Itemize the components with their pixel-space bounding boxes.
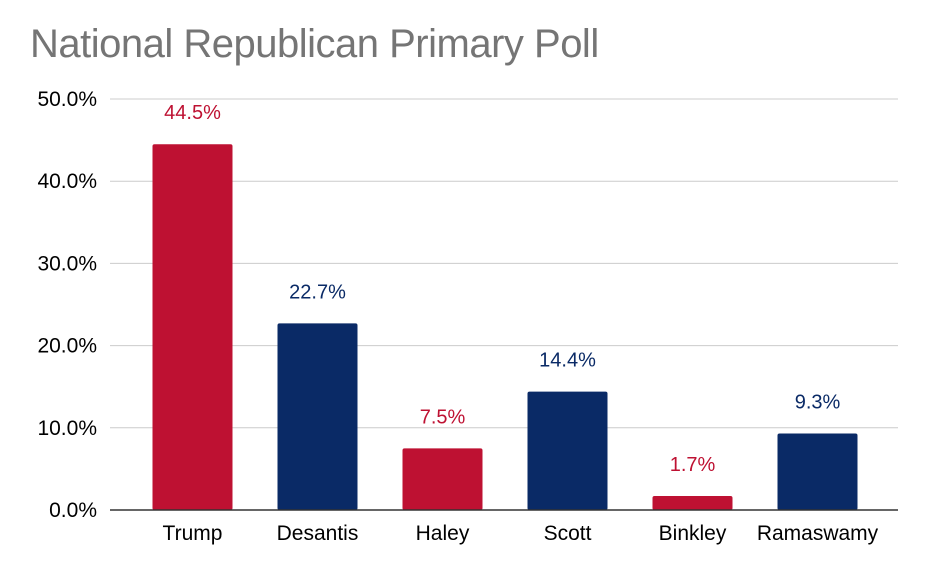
data-label-trump: 44.5% bbox=[164, 102, 221, 124]
bar-binkley bbox=[652, 496, 733, 510]
x-tick-label-trump: Trump bbox=[163, 522, 223, 545]
data-label-scott: 14.4% bbox=[539, 350, 596, 372]
bar-ramaswamy bbox=[777, 433, 858, 510]
data-label-desantis: 22.7% bbox=[289, 281, 346, 303]
data-label-ramaswamy: 9.3% bbox=[795, 392, 841, 414]
y-tick-label: 20.0% bbox=[37, 335, 97, 358]
x-tick-label-binkley: Binkley bbox=[659, 522, 727, 545]
y-tick-label: 40.0% bbox=[37, 170, 97, 193]
x-tick-label-scott: Scott bbox=[544, 522, 592, 545]
bar-desantis bbox=[277, 323, 358, 510]
data-label-binkley: 1.7% bbox=[670, 454, 716, 476]
y-tick-label: 10.0% bbox=[37, 417, 97, 440]
bar-scott bbox=[527, 391, 608, 510]
grid-lines bbox=[110, 98, 898, 429]
x-tick-label-haley: Haley bbox=[416, 522, 470, 545]
data-labels: 44.5% 22.7% 7.5% 14.4% 1.7% 9.3% bbox=[164, 102, 840, 476]
x-tick-label-desantis: Desantis bbox=[277, 522, 359, 545]
bar-haley bbox=[402, 448, 483, 510]
bars bbox=[152, 144, 858, 510]
x-axis-tick-labels: Trump Desantis Haley Scott Binkley Ramaswamy bbox=[163, 522, 879, 545]
y-axis-tick-labels: 0.0% 10.0% 20.0% 30.0% 40.0% 50.0% bbox=[37, 88, 97, 522]
chart-title: National Republican Primary Poll bbox=[30, 22, 599, 66]
y-tick-label: 0.0% bbox=[49, 499, 97, 522]
data-label-haley: 7.5% bbox=[420, 406, 466, 428]
bar-trump bbox=[152, 144, 233, 510]
y-tick-label: 50.0% bbox=[37, 88, 97, 111]
y-tick-label: 30.0% bbox=[37, 252, 97, 275]
x-tick-label-ramaswamy: Ramaswamy bbox=[757, 522, 879, 545]
